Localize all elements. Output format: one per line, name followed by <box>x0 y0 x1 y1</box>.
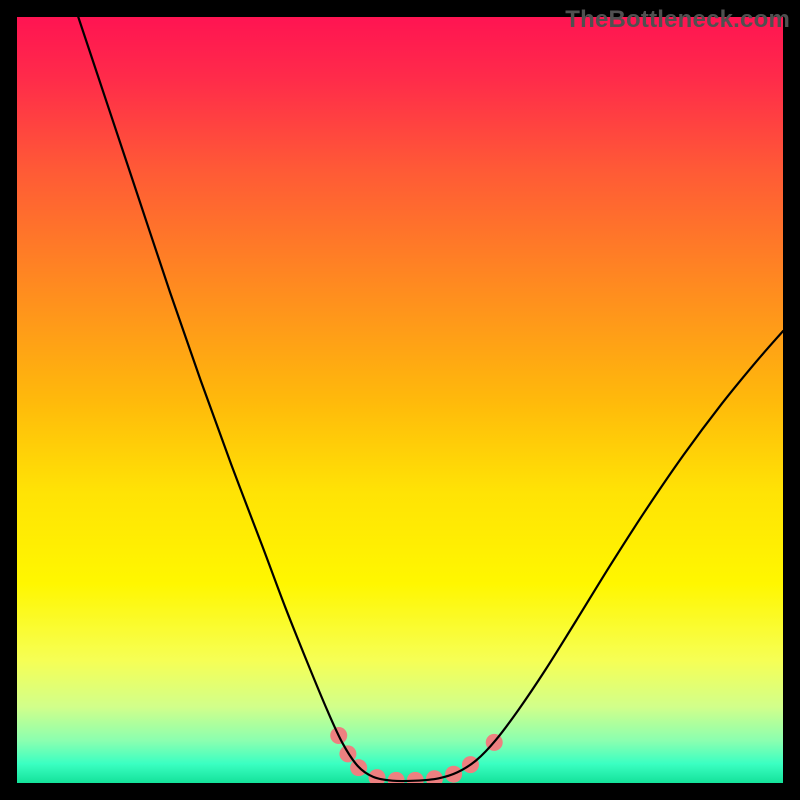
bottleneck-curve-chart <box>17 17 783 783</box>
plot-area <box>17 17 783 783</box>
gradient-background <box>17 17 783 783</box>
watermark-text: TheBottleneck.com <box>565 6 790 34</box>
chart-frame: TheBottleneck.com <box>0 0 800 800</box>
